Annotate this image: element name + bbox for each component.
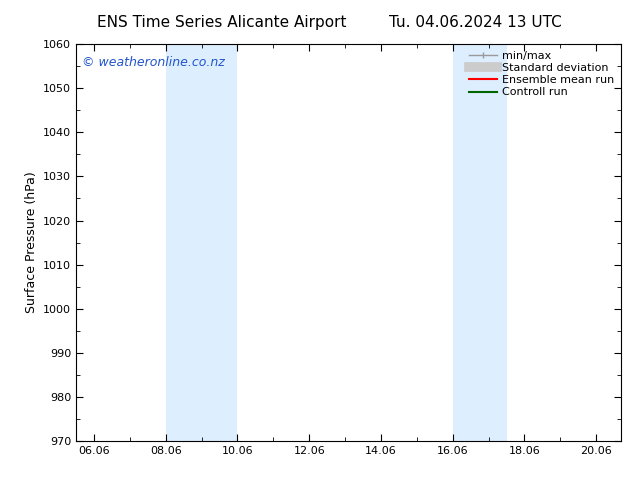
Text: ENS Time Series Alicante Airport: ENS Time Series Alicante Airport (97, 15, 347, 30)
Bar (453, 44, 507, 441)
Legend: min/max, Standard deviation, Ensemble mean run, Controll run: min/max, Standard deviation, Ensemble me… (465, 47, 619, 102)
Y-axis label: Surface Pressure (hPa): Surface Pressure (hPa) (25, 172, 37, 314)
Bar (165, 44, 238, 441)
Text: Tu. 04.06.2024 13 UTC: Tu. 04.06.2024 13 UTC (389, 15, 562, 30)
Text: © weatheronline.co.nz: © weatheronline.co.nz (82, 56, 224, 69)
